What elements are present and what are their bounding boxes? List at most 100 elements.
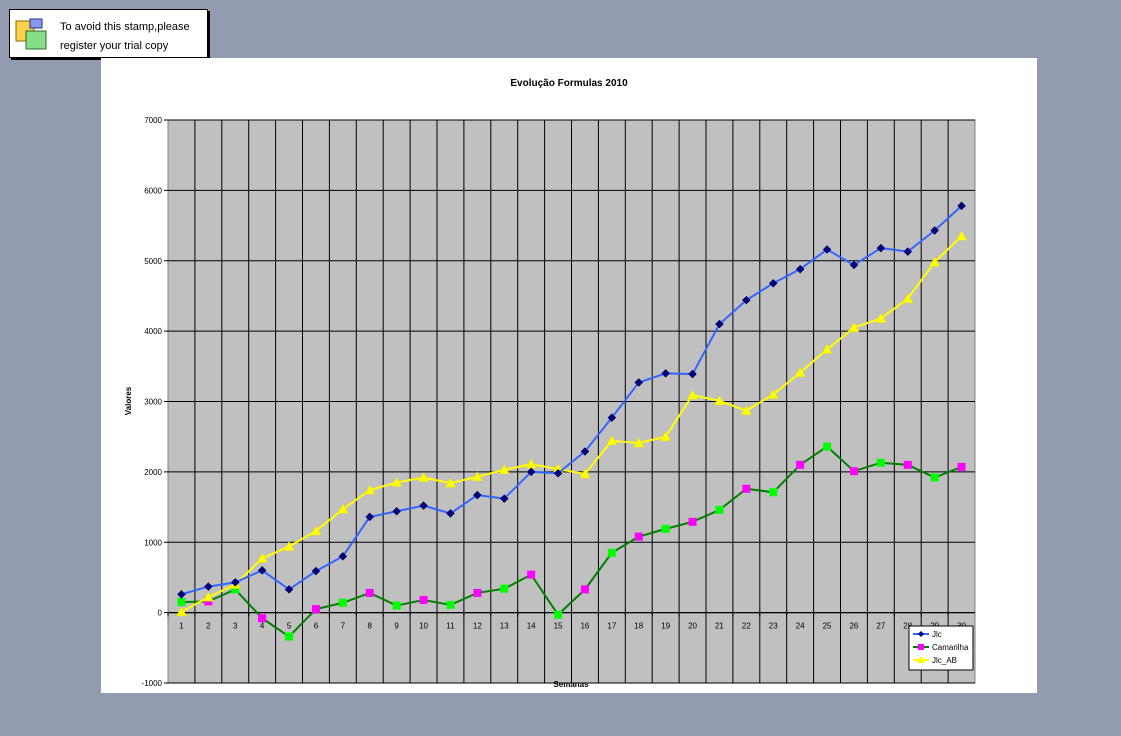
data-point xyxy=(471,471,483,482)
x-tick-label: 3 xyxy=(233,622,238,631)
data-point xyxy=(527,570,536,579)
data-point xyxy=(177,589,186,599)
y-tick-label: 6000 xyxy=(144,186,162,195)
data-point xyxy=(688,517,697,526)
data-point xyxy=(311,566,321,576)
data-point xyxy=(256,552,268,563)
data-point xyxy=(284,585,294,594)
data-point xyxy=(365,512,375,522)
x-tick-label: 27 xyxy=(876,622,885,631)
data-point xyxy=(768,278,778,288)
y-tick-label: -1000 xyxy=(142,679,163,688)
data-point xyxy=(660,431,672,441)
x-tick-label: 7 xyxy=(341,622,346,631)
data-point xyxy=(580,447,590,456)
data-point xyxy=(634,532,643,541)
x-tick-label: 15 xyxy=(554,622,563,631)
data-point xyxy=(957,462,966,471)
data-point xyxy=(392,506,402,516)
data-point xyxy=(848,322,860,332)
data-point xyxy=(446,600,455,609)
data-point xyxy=(365,588,374,597)
data-point xyxy=(661,368,671,378)
data-point xyxy=(283,540,295,551)
data-point xyxy=(607,548,616,557)
data-point xyxy=(767,388,779,399)
x-tick-label: 28 xyxy=(903,622,912,631)
y-tick-label: 1000 xyxy=(144,538,162,547)
data-point xyxy=(258,614,267,623)
data-point xyxy=(285,632,294,641)
x-tick-label: 2 xyxy=(206,622,211,631)
y-tick-label: 0 xyxy=(158,609,163,618)
y-tick-label: 2000 xyxy=(144,468,162,477)
data-point xyxy=(930,473,939,482)
data-point xyxy=(715,319,724,329)
x-tick-label: 8 xyxy=(368,622,373,631)
data-point xyxy=(498,464,510,475)
data-point xyxy=(687,389,698,400)
data-point xyxy=(392,601,401,610)
data-point xyxy=(419,595,428,604)
data-point xyxy=(310,525,322,536)
data-point xyxy=(337,503,349,514)
x-tick-label: 25 xyxy=(823,622,832,631)
x-tick-label: 20 xyxy=(688,622,697,631)
data-point xyxy=(177,598,186,607)
x-tick-label: 24 xyxy=(796,622,805,631)
legend-marker xyxy=(917,656,925,663)
data-point xyxy=(579,468,591,479)
data-point xyxy=(606,435,618,446)
data-point xyxy=(715,505,724,514)
data-point xyxy=(231,585,240,594)
x-tick-label: 12 xyxy=(473,622,482,631)
x-tick-label: 26 xyxy=(849,622,858,631)
data-point xyxy=(795,264,805,274)
series-camarilha xyxy=(177,442,966,641)
x-axis-ticks: 1 2 3 4 5 6 7 8 9 10 11 12 13 14 15 16 17 18 19 20 21 22 23 24 2… xyxy=(167,612,975,631)
y-tick-label: 4000 xyxy=(144,327,162,336)
data-point xyxy=(364,484,376,495)
data-point xyxy=(876,243,886,253)
x-tick-label: 10 xyxy=(419,622,428,631)
data-point xyxy=(418,471,429,482)
data-point xyxy=(473,588,482,597)
data-point xyxy=(554,610,563,619)
data-point xyxy=(956,230,967,241)
data-point xyxy=(472,490,482,500)
data-point xyxy=(740,405,752,415)
x-tick-label: 17 xyxy=(607,622,616,631)
data-point xyxy=(338,551,348,561)
y-axis-ticks: -1000 0 1000 2000 3000 4000 5000 6000 7000 xyxy=(142,116,168,688)
data-point xyxy=(634,378,644,387)
y-axis-label: Valores xyxy=(124,386,133,415)
data-point xyxy=(607,413,617,423)
data-point xyxy=(794,367,806,377)
stamp-text-line-2: register your trial copy xyxy=(60,40,169,52)
data-point xyxy=(741,295,751,305)
legend-marker xyxy=(918,631,924,637)
data-point xyxy=(526,467,536,477)
series-line xyxy=(181,445,962,638)
data-point xyxy=(257,566,267,575)
data-point xyxy=(688,369,697,379)
legend-marker xyxy=(918,644,924,650)
x-tick-label: 9 xyxy=(394,622,399,631)
data-point xyxy=(338,598,347,607)
legend-item: Camarilha xyxy=(913,643,969,652)
x-tick-label: 1 xyxy=(179,622,184,631)
data-point xyxy=(823,442,832,451)
data-point xyxy=(202,591,214,602)
data-point xyxy=(419,501,428,511)
y-tick-label: 5000 xyxy=(144,257,162,266)
x-tick-label: 4 xyxy=(260,622,265,631)
x-tick-label: 16 xyxy=(580,622,589,631)
data-point xyxy=(661,524,670,533)
data-point xyxy=(903,460,912,469)
windows-icon xyxy=(15,18,47,50)
data-point xyxy=(203,582,213,591)
data-point xyxy=(822,245,832,254)
data-point xyxy=(311,605,320,614)
